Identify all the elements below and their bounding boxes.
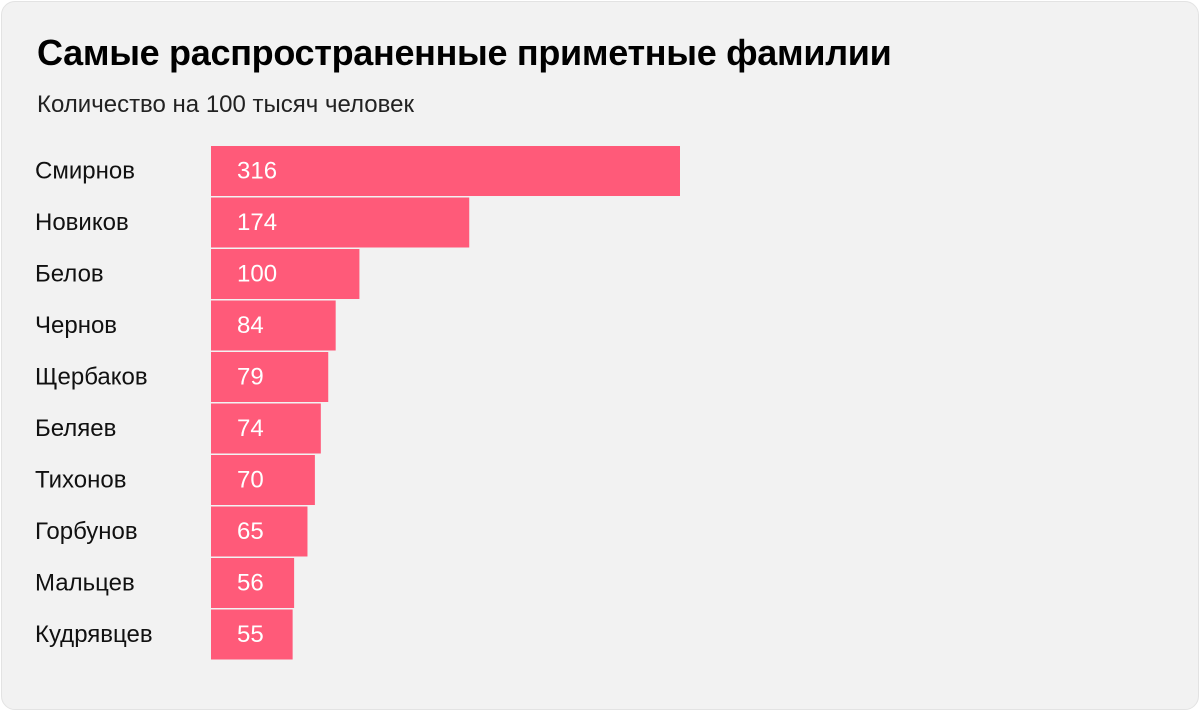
- bar: [211, 300, 336, 351]
- bar-value-label: 100: [237, 261, 277, 288]
- bar-value-label: 316: [237, 158, 277, 185]
- category-label: Щербаков: [35, 364, 148, 391]
- bar-value-label: 174: [237, 209, 277, 236]
- bar: [211, 352, 329, 402]
- bar-value-label: 70: [237, 467, 264, 494]
- bar-value-label: 84: [237, 312, 264, 339]
- category-label: Чернов: [35, 312, 117, 339]
- bar-value-label: 74: [237, 415, 264, 442]
- chart-subtitle: Количество на 100 тысяч человек: [37, 91, 414, 118]
- bar-value-label: 79: [237, 364, 264, 391]
- bar: [211, 403, 321, 454]
- bar-value-label: 65: [237, 518, 264, 545]
- category-label: Тихонов: [35, 467, 126, 494]
- bar: [211, 146, 680, 196]
- category-label: Кудрявцев: [35, 621, 153, 648]
- category-label: Смирнов: [35, 158, 135, 185]
- bar: [211, 506, 308, 557]
- category-label: Новиков: [35, 209, 129, 236]
- bar: [211, 609, 293, 660]
- bar: [211, 197, 470, 248]
- bar: [211, 249, 360, 299]
- category-label: Белов: [35, 261, 104, 288]
- category-label: Беляев: [35, 415, 116, 442]
- bar: [211, 558, 295, 608]
- bar: [211, 455, 315, 505]
- chart-title: Самые распространенные приметные фамилии: [37, 32, 892, 73]
- category-label: Мальцев: [35, 570, 135, 597]
- bar-value-label: 56: [237, 570, 264, 597]
- category-label: Горбунов: [35, 518, 138, 545]
- bar-value-label: 55: [237, 621, 264, 648]
